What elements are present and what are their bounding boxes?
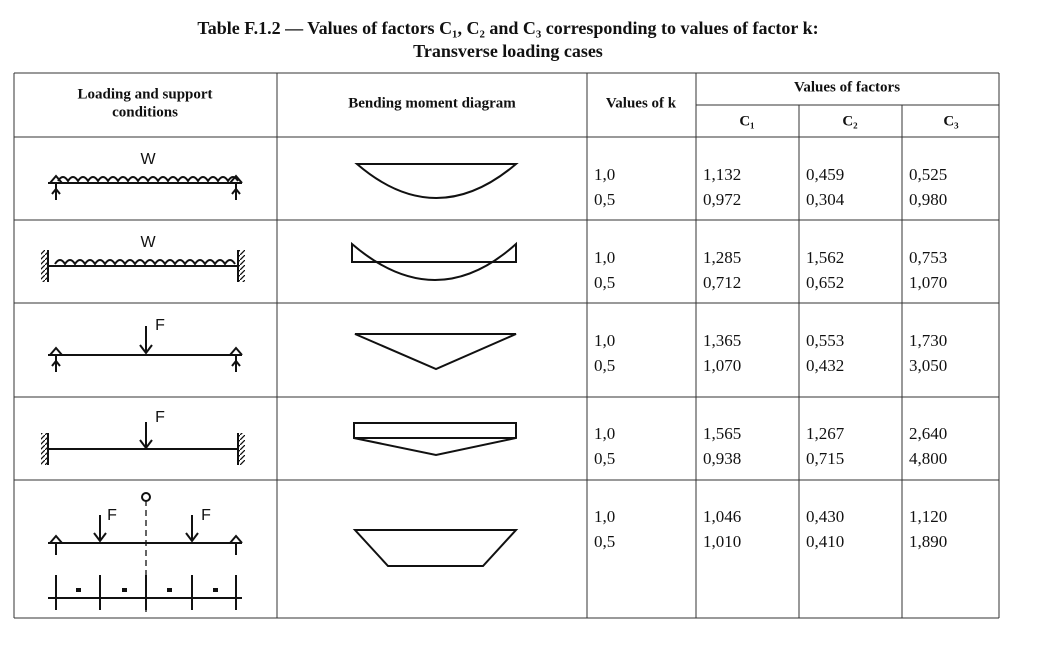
column-header: C₁ [739,113,754,129]
cell-value: 1,730 [909,331,947,350]
cell-value: 1,070 [703,356,741,375]
cell-value: 0,410 [806,532,844,551]
cell-value: 1,0 [594,165,615,184]
title: Table F.1.2 — Values of factors C₁, C₂ a… [197,18,818,38]
column-header: Bending moment diagram [348,95,516,111]
column-header: Values of factors [794,79,900,95]
column-header: C₂ [842,113,858,129]
cell-value: 1,0 [594,507,615,526]
load-label: W [140,234,156,251]
grid [13,72,1000,619]
cell-value: 0,938 [703,449,741,468]
cell-value: 2,640 [909,424,947,443]
load-label: F [201,507,211,524]
cell-value: 0,432 [806,356,844,375]
cell-value: 1,365 [703,331,741,350]
cell-value: 1,267 [806,424,845,443]
column-header: C₃ [943,113,959,129]
column-header: conditions [112,104,178,120]
cell-value: 4,800 [909,449,947,468]
cell-value: 0,430 [806,507,844,526]
column-header: Values of k [606,95,677,111]
cell-value: 3,050 [909,356,947,375]
cell-value: 1,120 [909,507,947,526]
cell-value: 1,132 [703,165,741,184]
cell-value: 0,553 [806,331,844,350]
cell-value: 1,565 [703,424,741,443]
cell-value: 0,5 [594,273,615,292]
cell-value: 1,0 [594,248,615,267]
load-label: F [155,409,165,426]
cell-value: 1,0 [594,424,615,443]
cell-value: 0,304 [806,190,845,209]
cell-value: 0,525 [909,165,947,184]
load-label: F [107,507,117,524]
load-label: F [155,317,165,334]
cell-value: 1,0 [594,331,615,350]
cell-value: 1,070 [909,273,947,292]
cell-value: 0,5 [594,356,615,375]
cell-value: 0,715 [806,449,844,468]
cell-value: 1,046 [703,507,741,526]
column-header: Loading and support [77,86,212,102]
cell-value: 0,652 [806,273,844,292]
cell-value: 0,459 [806,165,844,184]
cell-value: 0,753 [909,248,947,267]
cell-value: 0,5 [594,190,615,209]
cell-value: 0,5 [594,449,615,468]
diagrams [41,163,519,612]
cell-value: 0,972 [703,190,741,209]
cell-value: 0,5 [594,532,615,551]
cell-value: 1,562 [806,248,844,267]
load-label: W [140,151,156,168]
cell-value: 1,890 [909,532,947,551]
title: Transverse loading cases [413,41,603,61]
cell-value: 1,285 [703,248,741,267]
cell-value: 1,010 [703,532,741,551]
cell-value: 0,980 [909,190,947,209]
cell-value: 0,712 [703,273,741,292]
